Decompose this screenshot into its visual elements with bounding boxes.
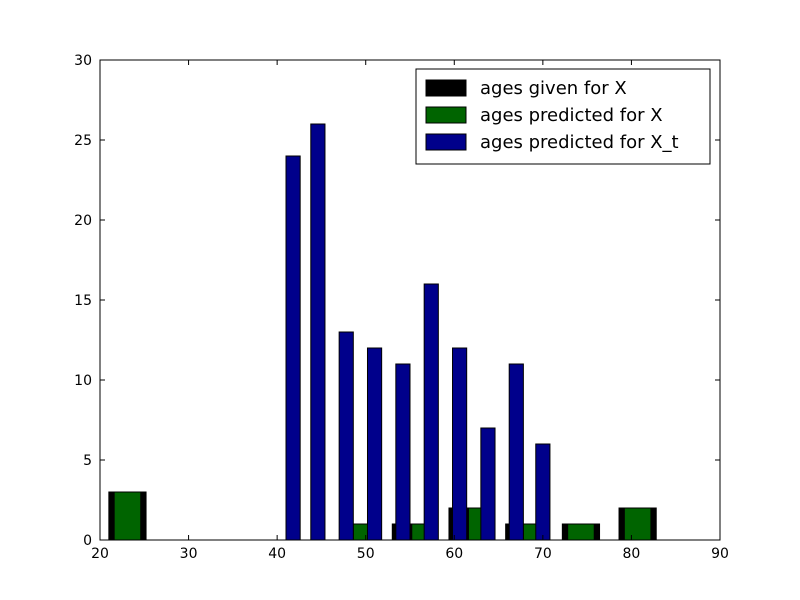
x-tick-label-7: 90 xyxy=(711,546,729,562)
y-tick-label-6: 30 xyxy=(74,53,92,69)
bar-series2-3 xyxy=(366,347,383,541)
ticks-layer: 20 30 40 50 60 70 80 90 0 5 10 15 20 25 30 xyxy=(74,53,729,562)
bar-series2-7 xyxy=(480,427,496,541)
bar-series1-6 xyxy=(623,507,652,541)
legend-swatch-0 xyxy=(425,79,467,97)
x-tick-label-5: 70 xyxy=(534,546,552,562)
x-tick-label-2: 40 xyxy=(268,546,286,562)
x-tick-label-6: 80 xyxy=(623,546,641,562)
y-tick-label-0: 0 xyxy=(83,533,92,549)
bar-series1-5 xyxy=(567,523,595,541)
y-tick-label-3: 15 xyxy=(74,293,92,309)
legend-label-0: ages given for X xyxy=(480,78,627,99)
bar-series2-9 xyxy=(535,443,551,541)
bar-series2-1 xyxy=(310,123,326,541)
y-tick-label-4: 20 xyxy=(74,213,92,229)
y-tick-label-5: 25 xyxy=(74,133,92,149)
bar-series2-2 xyxy=(338,331,354,541)
legend-swatch-1 xyxy=(425,106,467,124)
x-tick-label-1: 30 xyxy=(180,546,198,562)
x-tick-label-4: 60 xyxy=(445,546,463,562)
bar-series2-0 xyxy=(285,155,301,541)
y-tick-label-1: 5 xyxy=(83,453,92,469)
legend: ages given for X ages predicted for X ages… xyxy=(415,68,711,165)
x-tick-label-0: 20 xyxy=(91,546,109,562)
y-tick-label-2: 10 xyxy=(74,373,92,389)
x-tick-label-3: 50 xyxy=(357,546,375,562)
bar-series2-5 xyxy=(423,283,439,541)
bar-series2-6 xyxy=(452,347,468,541)
legend-label-1: ages predicted for X xyxy=(480,105,663,126)
bars-layer xyxy=(108,123,657,541)
bar-series2-8 xyxy=(508,363,524,541)
bar-series1-0 xyxy=(113,491,142,541)
bar-series2-4 xyxy=(395,363,411,541)
legend-label-2: ages predicted for X_t xyxy=(480,132,679,153)
legend-swatch-2 xyxy=(425,133,467,151)
